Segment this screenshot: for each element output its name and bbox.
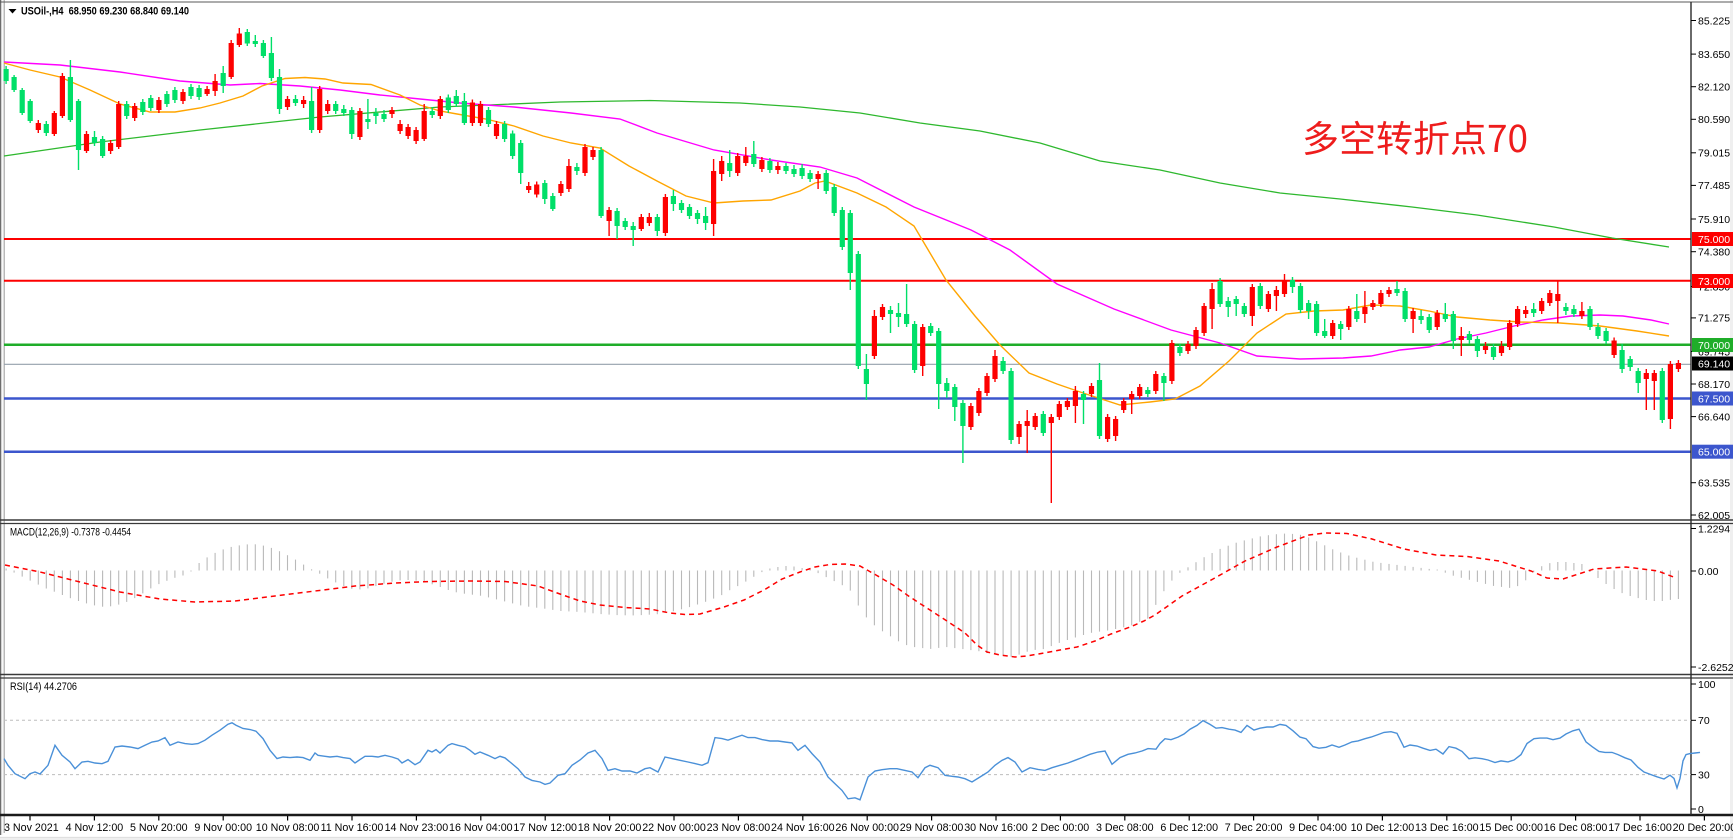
svg-text:1.2294: 1.2294 xyxy=(1698,523,1730,535)
svg-text:15 Dec 00:00: 15 Dec 00:00 xyxy=(1479,822,1543,834)
svg-text:13 Dec 16:00: 13 Dec 16:00 xyxy=(1415,822,1479,834)
svg-text:80.590: 80.590 xyxy=(1698,114,1730,126)
svg-text:17 Nov 12:00: 17 Nov 12:00 xyxy=(513,822,577,834)
svg-text:29 Nov 08:00: 29 Nov 08:00 xyxy=(900,822,964,834)
svg-text:100: 100 xyxy=(1698,679,1716,691)
svg-text:73.000: 73.000 xyxy=(1698,276,1730,288)
svg-text:20 Dec 20:00: 20 Dec 20:00 xyxy=(1673,822,1733,834)
svg-text:82.120: 82.120 xyxy=(1698,82,1730,94)
svg-text:0: 0 xyxy=(1698,804,1704,816)
svg-text:23 Nov 08:00: 23 Nov 08:00 xyxy=(707,822,771,834)
svg-text:11 Nov 16:00: 11 Nov 16:00 xyxy=(321,822,384,834)
svg-text:9 Dec 04:00: 9 Dec 04:00 xyxy=(1289,822,1347,834)
svg-text:85.225: 85.225 xyxy=(1698,15,1730,27)
svg-text:69.140: 69.140 xyxy=(1698,358,1730,370)
svg-text:10 Dec 12:00: 10 Dec 12:00 xyxy=(1351,822,1415,834)
svg-text:77.485: 77.485 xyxy=(1698,180,1730,192)
svg-text:3 Dec 08:00: 3 Dec 08:00 xyxy=(1096,822,1154,834)
svg-text:75.910: 75.910 xyxy=(1698,214,1730,226)
svg-text:26 Nov 00:00: 26 Nov 00:00 xyxy=(835,822,899,834)
svg-text:14 Nov 23:00: 14 Nov 23:00 xyxy=(385,822,449,834)
svg-text:MACD(12,26,9) -0.7378 -0.4454: MACD(12,26,9) -0.7378 -0.4454 xyxy=(10,527,131,539)
svg-text:-2.6252: -2.6252 xyxy=(1698,662,1733,674)
svg-text:79.015: 79.015 xyxy=(1698,148,1730,160)
svg-text:4 Nov 12:00: 4 Nov 12:00 xyxy=(66,822,124,834)
svg-text:63.535: 63.535 xyxy=(1698,478,1730,490)
svg-text:68.170: 68.170 xyxy=(1698,379,1730,391)
svg-text:67.500: 67.500 xyxy=(1698,393,1730,405)
svg-text:9 Nov 00:00: 9 Nov 00:00 xyxy=(194,822,252,834)
svg-text:USOil-,H4 68.950 69.230 68.84: USOil-,H4 68.950 69.230 68.840 69.140 xyxy=(21,5,189,17)
svg-text:66.640: 66.640 xyxy=(1698,411,1730,423)
svg-text:24 Nov 16:00: 24 Nov 16:00 xyxy=(771,822,835,834)
svg-text:RSI(14) 44.2706: RSI(14) 44.2706 xyxy=(10,681,77,693)
svg-text:30: 30 xyxy=(1698,769,1710,781)
svg-text:6 Dec 12:00: 6 Dec 12:00 xyxy=(1160,822,1218,834)
svg-text:83.650: 83.650 xyxy=(1698,49,1730,61)
svg-text:70.000: 70.000 xyxy=(1698,340,1730,352)
svg-text:74.380: 74.380 xyxy=(1698,247,1730,259)
svg-text:2 Dec 00:00: 2 Dec 00:00 xyxy=(1032,822,1090,834)
svg-text:65.000: 65.000 xyxy=(1698,447,1730,459)
svg-text:30 Nov 16:00: 30 Nov 16:00 xyxy=(964,822,1028,834)
svg-text:0.00: 0.00 xyxy=(1698,566,1719,578)
svg-text:71.275: 71.275 xyxy=(1698,313,1730,325)
svg-text:62.005: 62.005 xyxy=(1698,510,1730,522)
svg-text:5 Nov 20:00: 5 Nov 20:00 xyxy=(130,822,188,834)
svg-text:10 Nov 08:00: 10 Nov 08:00 xyxy=(256,822,320,834)
svg-text:17 Dec 16:00: 17 Dec 16:00 xyxy=(1608,822,1672,834)
svg-text:16 Dec 08:00: 16 Dec 08:00 xyxy=(1544,822,1608,834)
svg-text:3 Nov 2021: 3 Nov 2021 xyxy=(4,822,59,834)
svg-text:70: 70 xyxy=(1698,715,1710,727)
svg-text:75.000: 75.000 xyxy=(1698,234,1730,246)
svg-text:16 Nov 04:00: 16 Nov 04:00 xyxy=(449,822,513,834)
svg-text:18 Nov 20:00: 18 Nov 20:00 xyxy=(578,822,642,834)
svg-text:7 Dec 20:00: 7 Dec 20:00 xyxy=(1225,822,1283,834)
svg-text:22 Nov 00:00: 22 Nov 00:00 xyxy=(642,822,706,834)
